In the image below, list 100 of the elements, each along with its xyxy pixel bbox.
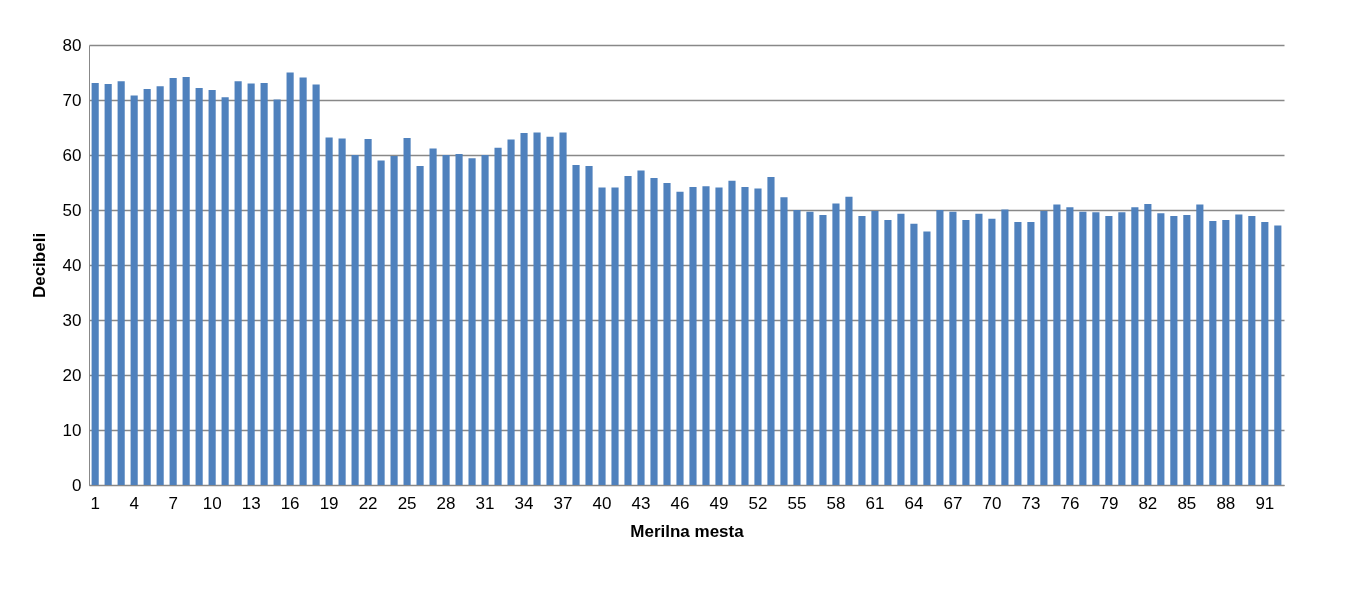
x-tick-label: 79 (1099, 493, 1119, 513)
bar (702, 186, 710, 485)
bar (663, 183, 671, 485)
bar (754, 188, 762, 485)
x-tick-label: 1 (90, 493, 100, 513)
bar (1079, 211, 1087, 485)
y-tick-label: 10 (62, 420, 82, 440)
bar (936, 210, 944, 485)
x-tick-label: 61 (865, 493, 885, 513)
x-tick-label: 82 (1138, 493, 1158, 513)
x-tick-label: 64 (904, 493, 924, 513)
x-tick-label: 28 (436, 493, 456, 513)
bar (910, 223, 918, 485)
bar (442, 155, 450, 485)
bar (143, 89, 151, 485)
bar (1118, 212, 1126, 485)
bar (208, 90, 216, 485)
x-tick-label: 37 (553, 493, 573, 513)
bar (689, 186, 697, 485)
bar (156, 86, 164, 485)
x-tick-label: 58 (826, 493, 846, 513)
bar (1209, 221, 1217, 485)
bar (130, 95, 138, 485)
bar (585, 166, 593, 485)
bar (741, 186, 749, 485)
x-tick-label: 34 (514, 493, 534, 513)
x-tick-label: 13 (241, 493, 261, 513)
bar (117, 81, 125, 485)
x-tick-label: 43 (631, 493, 651, 513)
bar (1157, 213, 1165, 485)
x-tick-label: 7 (168, 493, 178, 513)
y-tick-label: 20 (62, 365, 82, 385)
bar (637, 170, 645, 485)
bar (546, 136, 554, 485)
bar (559, 132, 567, 485)
bar (507, 139, 515, 485)
x-tick-label: 25 (397, 493, 417, 513)
x-tick-label: 19 (319, 493, 339, 513)
bar (234, 81, 242, 485)
y-tick-label: 60 (62, 145, 82, 165)
bar (1170, 216, 1178, 485)
bar (182, 76, 190, 485)
bar (1053, 204, 1061, 485)
bar (429, 148, 437, 485)
bar (104, 84, 112, 485)
bar (1131, 207, 1139, 485)
bar (1144, 203, 1152, 485)
bar (728, 180, 736, 485)
bar (1222, 219, 1230, 485)
bar (169, 78, 177, 485)
y-axis-title: Decibeli (29, 232, 49, 299)
bar (624, 175, 632, 485)
bar (845, 196, 853, 485)
x-tick-label: 73 (1021, 493, 1041, 513)
bar (962, 219, 970, 485)
bar (1092, 212, 1100, 485)
y-tick-label: 50 (62, 200, 82, 220)
bar (1040, 211, 1048, 485)
bar (468, 158, 476, 485)
bar (1105, 216, 1113, 485)
bar (273, 99, 281, 485)
bar (520, 133, 528, 485)
x-tick-label: 55 (787, 493, 807, 513)
x-tick-label: 52 (748, 493, 768, 513)
bar (858, 216, 866, 485)
x-axis-title: Merilna mesta (630, 521, 745, 541)
x-tick-label: 46 (670, 493, 690, 513)
bar (715, 187, 723, 485)
bar (676, 191, 684, 485)
bar (325, 137, 333, 485)
bar (780, 197, 788, 485)
bar (1027, 222, 1035, 485)
bar (897, 213, 905, 485)
bar (351, 155, 359, 485)
y-tick-label: 0 (72, 475, 82, 495)
bar (247, 83, 255, 485)
bar (221, 97, 229, 485)
x-tick-label: 67 (943, 493, 963, 513)
bar (884, 219, 892, 485)
bar (988, 218, 996, 485)
bar (923, 231, 931, 485)
y-tick-label: 30 (62, 310, 82, 330)
bar (286, 72, 294, 485)
bar (91, 82, 99, 485)
bar (338, 138, 346, 485)
bar (533, 132, 541, 485)
x-tick-label: 85 (1177, 493, 1197, 513)
bar (1001, 209, 1009, 485)
x-tick-label: 16 (280, 493, 300, 513)
bar (1066, 207, 1074, 485)
bar (260, 82, 268, 485)
bar (650, 178, 658, 485)
bar (377, 160, 385, 485)
bar (806, 211, 814, 485)
bar (1196, 204, 1204, 485)
bar (572, 164, 580, 485)
bar (1014, 222, 1022, 485)
bar (871, 211, 879, 485)
bar (299, 77, 307, 485)
bar (1261, 222, 1269, 485)
